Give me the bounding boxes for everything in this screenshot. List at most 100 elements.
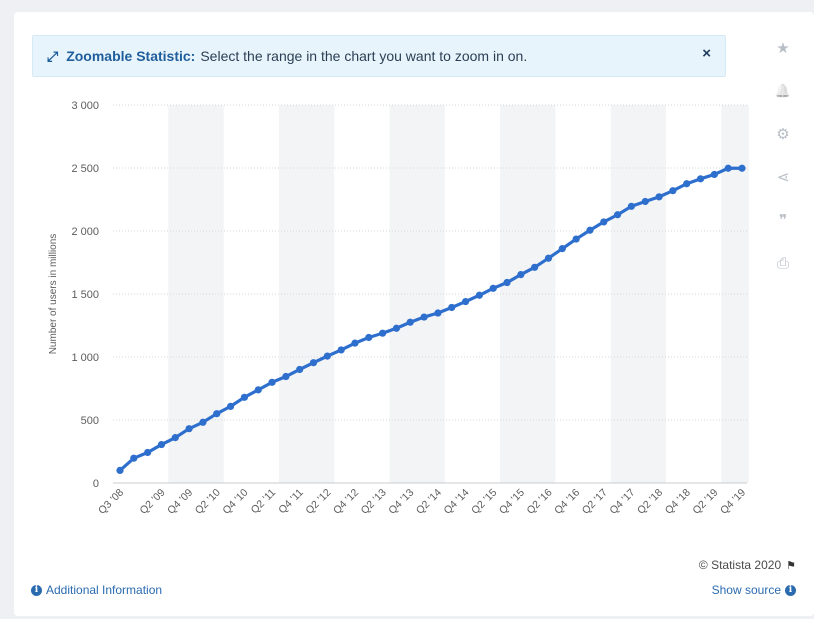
- data-point: [475, 291, 483, 299]
- data-point: [600, 218, 608, 226]
- x-tick-label: Q4 '16: [552, 487, 582, 517]
- x-tick-label: Q2 '09: [137, 487, 167, 517]
- info-icon: i: [785, 584, 796, 596]
- x-tick-label: Q2 '16: [524, 487, 554, 517]
- y-tick-label: 3 000: [71, 100, 99, 112]
- x-tick-label: Q2 '10: [193, 487, 223, 517]
- info-icon: i: [31, 584, 42, 596]
- additional-information-link[interactable]: i Additional Information: [31, 583, 162, 597]
- data-point: [268, 378, 276, 386]
- bell-button[interactable]: 🔔: [763, 71, 803, 111]
- series-line: [118, 166, 742, 472]
- flag-icon[interactable]: ⚑: [786, 559, 796, 572]
- data-point: [199, 418, 207, 426]
- zoom-banner: ⤢ Zoomable Statistic: Select the range i…: [32, 35, 726, 77]
- additional-information-label: Additional Information: [46, 583, 163, 597]
- x-tick-label: Q2 '15: [469, 487, 499, 517]
- data-point: [323, 352, 331, 360]
- bell-icon: 🔔: [774, 83, 792, 98]
- data-point: [351, 339, 359, 347]
- data-point: [572, 235, 580, 243]
- close-icon[interactable]: ×: [702, 45, 711, 62]
- share-icon: ⋖: [776, 169, 790, 186]
- data-point: [379, 329, 387, 337]
- print-icon: ⎙: [776, 254, 789, 272]
- share-button[interactable]: ⋖: [763, 157, 803, 197]
- plot-band: [168, 105, 224, 483]
- x-tick-label: Q4 '13: [386, 487, 416, 517]
- x-tick-label: Q4 '10: [220, 487, 250, 517]
- gear-icon: ⚙: [776, 126, 790, 143]
- data-point: [144, 448, 152, 457]
- data-point: [157, 440, 166, 449]
- data-point: [531, 263, 539, 271]
- data-point: [641, 197, 649, 206]
- x-tick-label: Q2 '14: [414, 487, 444, 517]
- zoom-banner-text: Select the range in the chart you want t…: [200, 48, 528, 64]
- data-point: [586, 226, 594, 234]
- x-tick-label: Q4 '14: [442, 487, 472, 517]
- data-point: [503, 278, 511, 287]
- statista-credit: © Statista 2020 ⚑: [699, 558, 796, 572]
- x-tick-label: Q4 '17: [607, 487, 637, 517]
- data-point: [171, 434, 179, 442]
- x-tick-label: Q2 '13: [359, 487, 389, 517]
- data-point: [627, 202, 636, 210]
- data-point: [213, 410, 221, 418]
- sidebar-tools: ★ 🔔 ⚙ ⋖ ❞ ⎙: [763, 28, 803, 286]
- plot-band: [278, 105, 335, 483]
- data-point: [226, 402, 235, 410]
- data-point: [461, 297, 470, 306]
- data-point: [710, 170, 718, 179]
- expand-arrows-icon: ⤢: [47, 47, 59, 64]
- data-point: [282, 372, 290, 381]
- data-point: [738, 164, 746, 172]
- show-source-link[interactable]: Show source i: [712, 583, 796, 597]
- data-point: [696, 175, 705, 183]
- x-tick-label: Q2 '19: [690, 487, 720, 517]
- data-point: [683, 180, 691, 188]
- data-point: [558, 245, 566, 253]
- x-tick-label: Q4 '19: [718, 487, 748, 517]
- print-button[interactable]: ⎙: [763, 243, 803, 283]
- data-point: [724, 164, 732, 172]
- y-axis-label: Number of users in millions: [48, 234, 59, 355]
- data-point: [669, 187, 677, 195]
- data-point: [185, 425, 193, 433]
- data-point: [254, 386, 262, 394]
- quote-icon: ❞: [778, 212, 788, 229]
- x-tick-label: Q2 '12: [303, 487, 333, 517]
- star-button[interactable]: ★: [763, 28, 803, 68]
- data-point: [434, 309, 442, 317]
- x-tick-label: Q4 '12: [331, 487, 361, 517]
- data-point: [420, 313, 428, 321]
- x-tick-label: Q2 '17: [580, 487, 610, 517]
- data-point: [130, 454, 138, 462]
- y-tick-label: 2 500: [71, 163, 99, 175]
- x-tick-label: Q4 '11: [276, 487, 306, 517]
- x-tick-label: Q4 '09: [165, 487, 195, 517]
- data-point: [489, 284, 497, 292]
- quote-button[interactable]: ❞: [763, 200, 803, 240]
- data-point: [365, 333, 373, 342]
- x-tick-label: Q2 '11: [249, 487, 279, 517]
- settings-button[interactable]: ⚙: [763, 114, 803, 154]
- data-point: [116, 466, 124, 474]
- data-point: [392, 324, 401, 332]
- data-point: [517, 270, 525, 279]
- data-point: [655, 193, 663, 201]
- data-point: [448, 303, 456, 312]
- data-point: [544, 254, 553, 262]
- data-point: [337, 346, 345, 354]
- plot-band: [389, 105, 445, 483]
- y-tick-label: 2 000: [71, 226, 99, 238]
- x-tick-label: Q4 '18: [663, 487, 693, 517]
- y-tick-label: 500: [81, 415, 99, 427]
- credit-text: © Statista 2020: [698, 558, 782, 572]
- x-tick-label: Q2 '18: [635, 487, 665, 517]
- data-point: [614, 211, 622, 219]
- x-tick-label: Q4 '15: [497, 487, 527, 517]
- data-point: [240, 393, 248, 401]
- data-point: [309, 359, 318, 367]
